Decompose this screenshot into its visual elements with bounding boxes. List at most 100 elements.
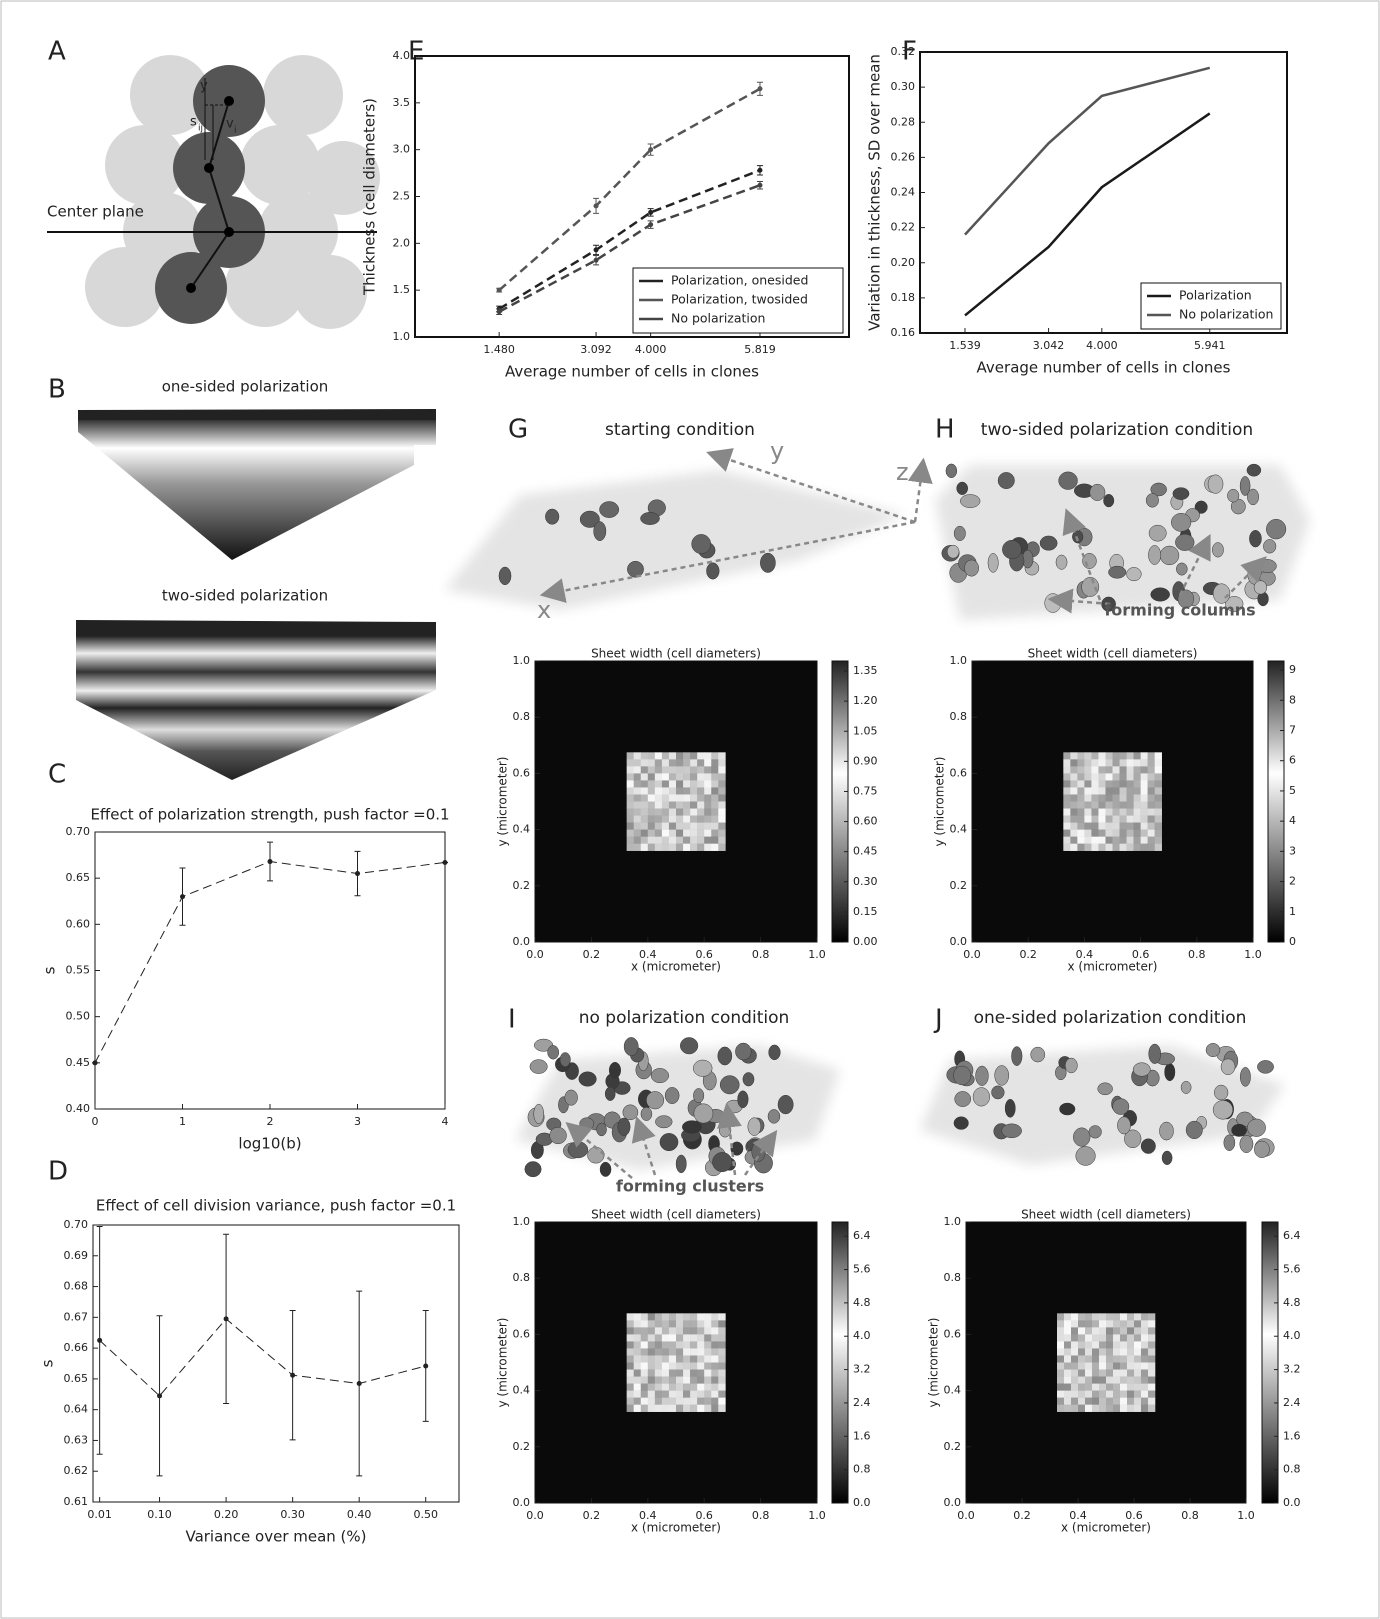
x-tick-label: 3 <box>354 1115 361 1128</box>
cell <box>559 1052 571 1067</box>
heatmap-cell <box>1141 1404 1149 1412</box>
render-title: one-sided polarization condition <box>974 1008 1247 1028</box>
heatmap-cell <box>1092 1341 1100 1349</box>
heatmap-cell <box>683 822 691 830</box>
heatmap-cell <box>1098 815 1106 823</box>
heatmap-cell <box>1106 1362 1114 1370</box>
heatmap-cell <box>1091 794 1099 802</box>
cell <box>691 534 712 554</box>
heatmap-cell <box>683 1362 691 1370</box>
cell <box>1214 1084 1229 1101</box>
legend-label: No polarization <box>671 311 765 326</box>
heatmap-cell <box>1134 1320 1142 1328</box>
data-point <box>267 859 273 865</box>
cell <box>712 1152 733 1173</box>
heatmap-cell <box>718 794 726 802</box>
heatmap-cell <box>1148 1397 1156 1405</box>
y-tick-label: 0.69 <box>64 1249 89 1262</box>
heatmap-cell <box>1112 808 1120 816</box>
heatmap-cell <box>718 1369 726 1377</box>
series-line <box>94 861 446 1064</box>
heatmap-cell <box>668 1390 677 1398</box>
heatmap-cell <box>697 773 705 781</box>
heatmap-cell <box>1141 1383 1149 1391</box>
heatmap-cell <box>1119 829 1127 837</box>
heatmap-cell <box>647 773 656 781</box>
heatmap-cell <box>676 808 684 816</box>
y-tick-label: 0.67 <box>64 1310 89 1323</box>
heatmap-cell <box>1147 766 1155 774</box>
data-point <box>757 167 763 173</box>
heatmap-cell <box>1070 815 1078 823</box>
heatmap-cell <box>1141 1397 1149 1405</box>
heatmap-cell <box>1057 1404 1065 1412</box>
cell <box>719 1075 740 1095</box>
colorbar-tick-label: 0.15 <box>853 905 878 918</box>
heatmap-cell <box>668 808 677 816</box>
axis-label: x <box>537 596 551 624</box>
annotation: forming columns <box>1104 601 1255 620</box>
heatmap-cell <box>704 843 712 851</box>
heatmap-cell <box>1141 1376 1149 1384</box>
heatmap-cell <box>1147 773 1155 781</box>
colorbar-tick-label: 6.4 <box>853 1229 871 1242</box>
x-tick-label: 0.4 <box>1069 1509 1087 1522</box>
colorbar-tick-label: 3.2 <box>1283 1363 1301 1376</box>
y-tick-label: 0.63 <box>64 1433 89 1446</box>
heatmap-cell <box>718 836 726 844</box>
heatmap-cell <box>1064 1334 1072 1342</box>
colorbar-tick-label: 3 <box>1289 844 1296 857</box>
heatmap-cell <box>1113 1334 1121 1342</box>
heatmap-cell <box>1126 836 1134 844</box>
heatmap-cell <box>1147 843 1155 851</box>
heatmap-cell <box>626 759 634 767</box>
y-tick-label: 0.28 <box>891 115 916 128</box>
heatmap-cell <box>1119 794 1127 802</box>
x-tick-label: 0.4 <box>639 948 657 961</box>
heatmap-cell <box>1092 1376 1100 1384</box>
cell <box>945 463 958 479</box>
cell <box>777 1094 794 1115</box>
heatmap-cell <box>711 766 719 774</box>
cell <box>1247 488 1259 506</box>
cell <box>1030 1046 1046 1063</box>
heatmap-cell <box>1057 1390 1065 1398</box>
cell <box>1055 554 1068 570</box>
heatmap-cell <box>1148 1404 1156 1412</box>
heatmap-cell <box>676 1376 684 1384</box>
x-tick-label: 0.2 <box>1019 948 1037 961</box>
heatmap-cell <box>1120 1313 1128 1321</box>
heatmap-cell <box>683 829 691 837</box>
heatmap-cell <box>676 1369 684 1377</box>
heatmap-cell <box>704 1383 712 1391</box>
heatmap-cell <box>1140 759 1148 767</box>
heatmap-cell <box>711 822 719 830</box>
heatmap-cell <box>1077 794 1085 802</box>
x-axis-label: log10(b) <box>238 1135 301 1153</box>
colorbar-tick-label: 4.0 <box>853 1329 871 1342</box>
heatmap-cell <box>1091 787 1099 795</box>
heatmap-cell <box>640 815 649 823</box>
cell <box>735 1042 752 1061</box>
heatmap-cell <box>711 1376 719 1384</box>
x-tick-label: 2 <box>267 1115 274 1128</box>
heatmap-cell <box>1070 794 1078 802</box>
heatmap-cell <box>633 1313 642 1321</box>
heatmap-cell <box>1120 1376 1128 1384</box>
x-tick-label: 0.6 <box>1132 948 1150 961</box>
heatmap-cell <box>626 1404 634 1412</box>
heatmap-cell <box>718 759 726 767</box>
heatmap-cell <box>1064 1348 1072 1356</box>
data-point <box>423 1363 429 1369</box>
heatmap-cell <box>711 808 719 816</box>
colorbar-tick-label: 1.6 <box>853 1429 871 1442</box>
cell <box>1212 1100 1234 1120</box>
data-point <box>92 1060 98 1066</box>
heatmap-cell <box>1147 836 1155 844</box>
heatmap-cell <box>1064 1355 1072 1363</box>
heatmap-cell <box>704 1376 712 1384</box>
heatmap-cell <box>697 1327 705 1335</box>
cell <box>1239 1067 1251 1087</box>
